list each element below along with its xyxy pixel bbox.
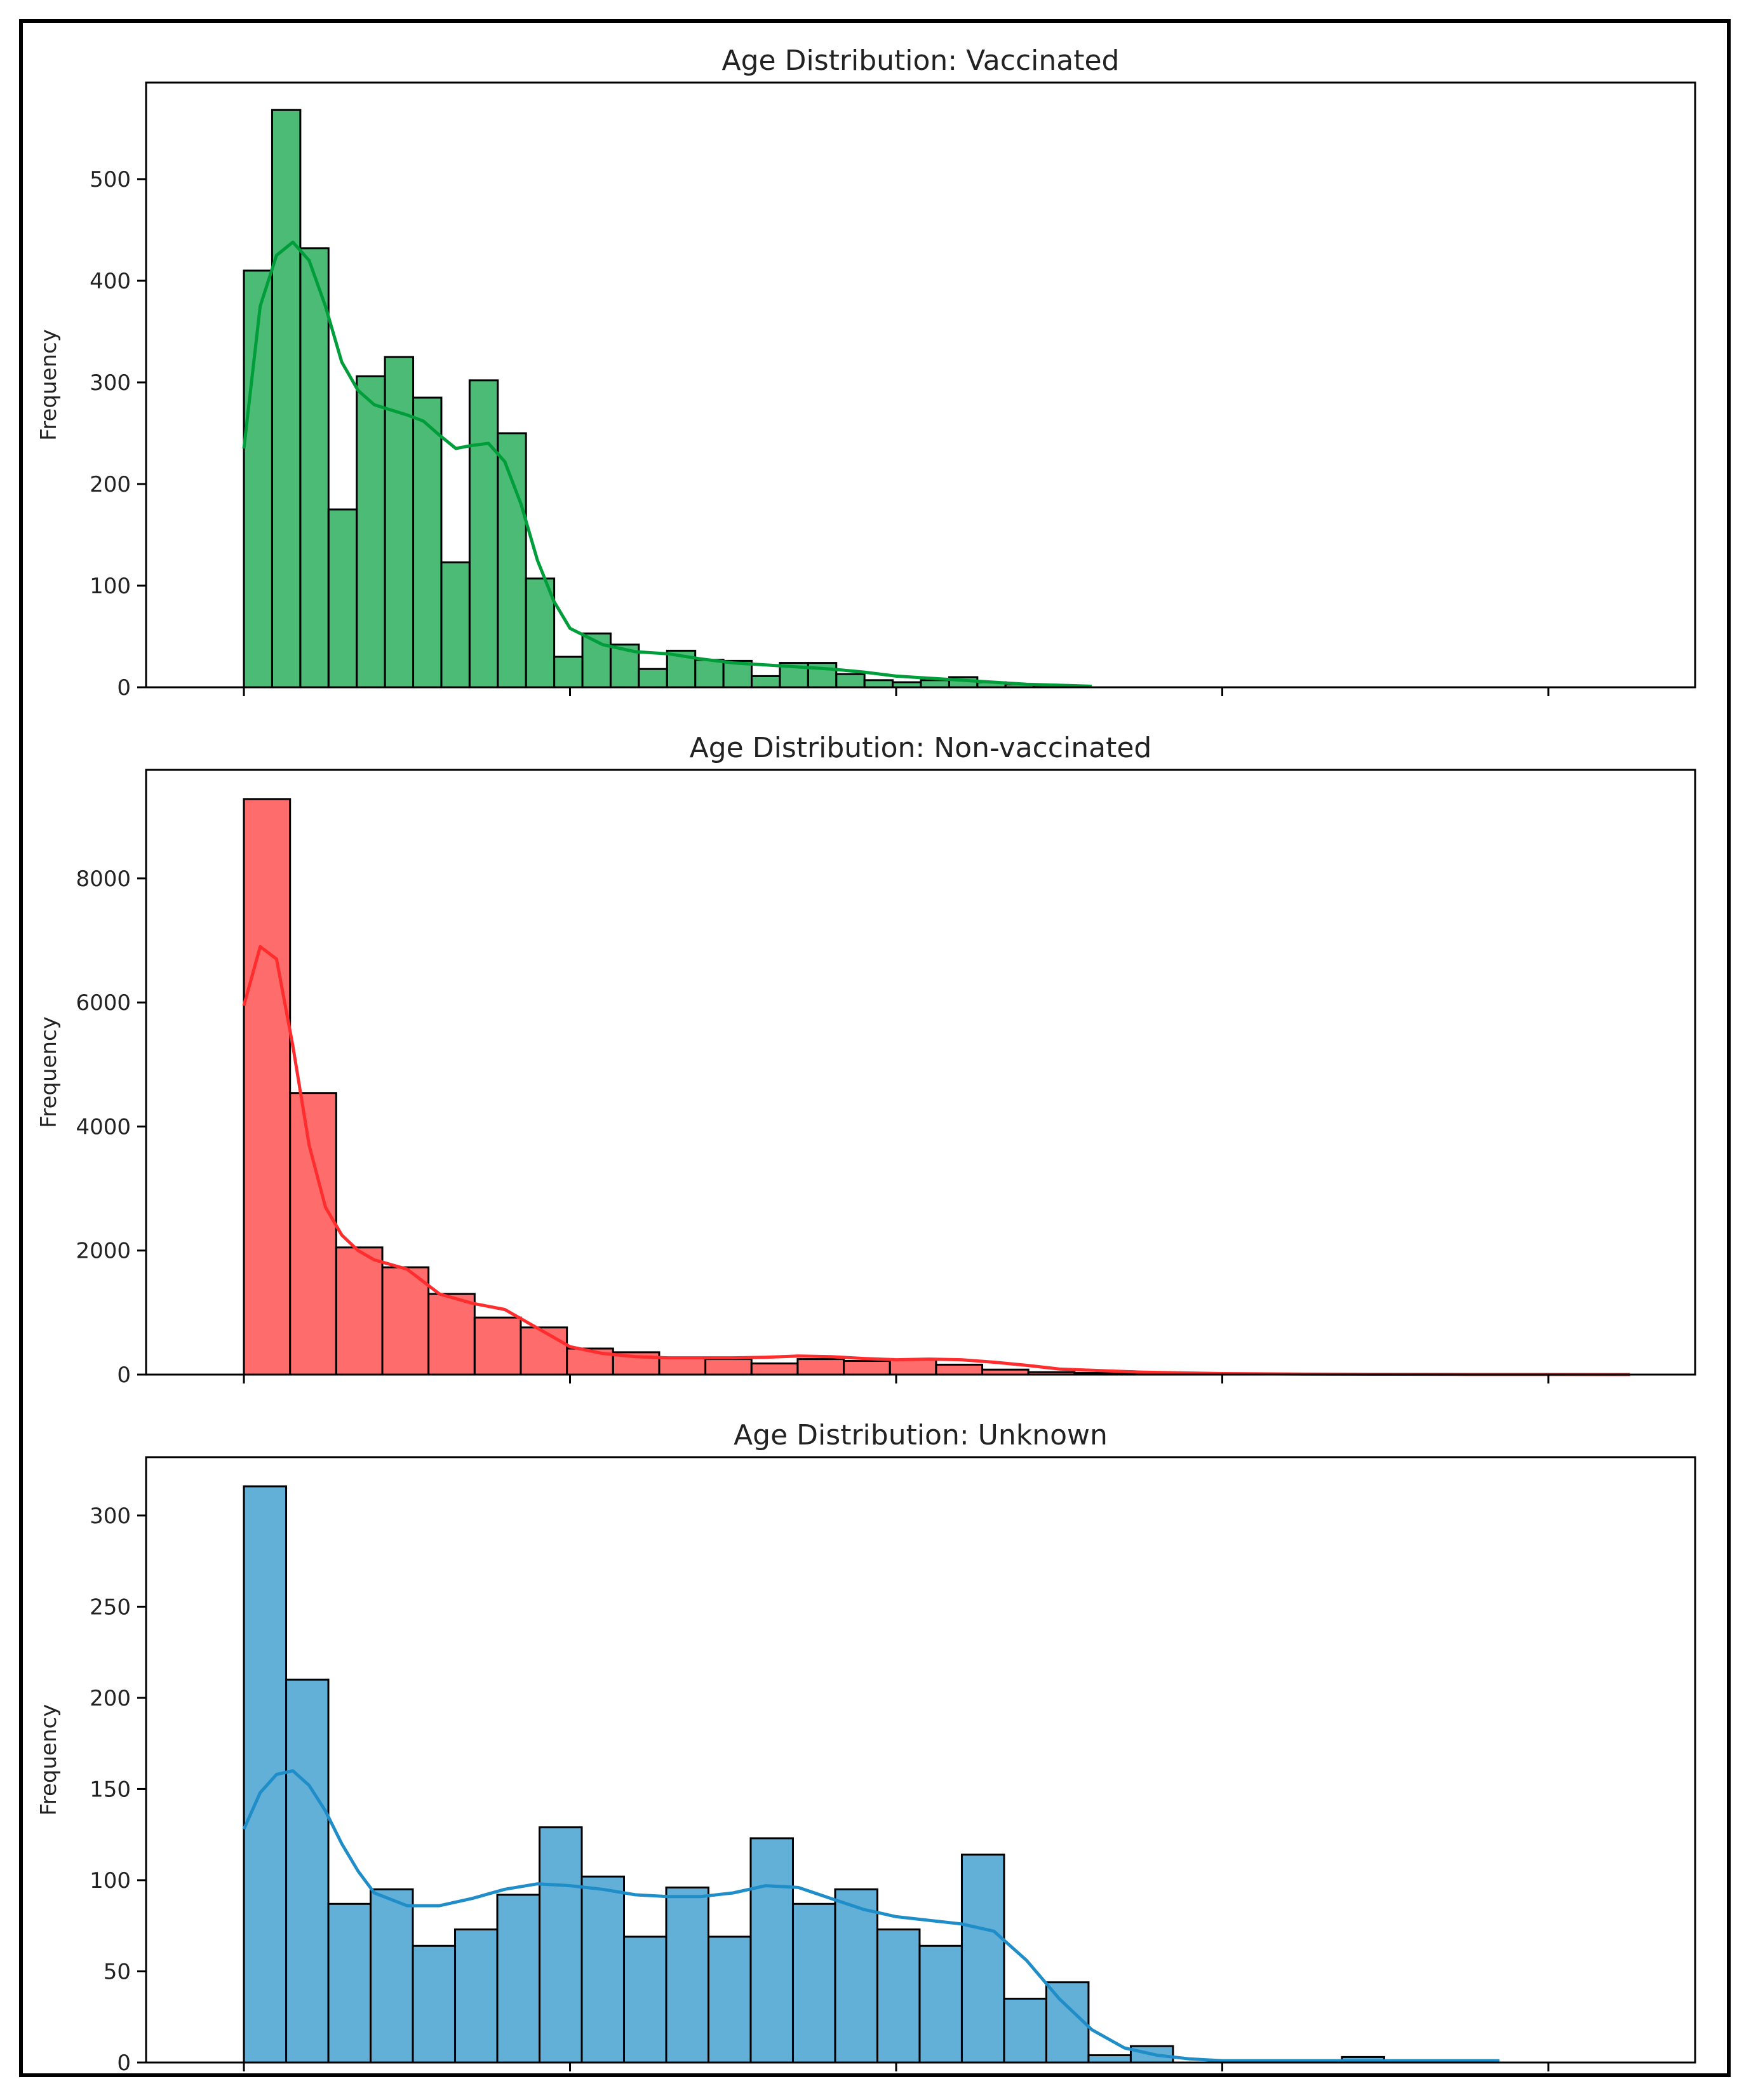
y-tick-label: 400	[90, 269, 131, 294]
histogram-bar	[289, 1092, 337, 1376]
histogram-bar	[960, 1854, 1005, 2064]
histogram-bar	[271, 109, 302, 689]
histogram-bar	[440, 561, 471, 689]
histogram-bar	[520, 1326, 568, 1376]
y-tick-label: 4000	[76, 1114, 131, 1140]
y-axis-label: Frequency	[36, 1704, 62, 1816]
y-axis-label: Frequency	[36, 1016, 62, 1128]
histogram-bar	[381, 1266, 430, 1376]
y-tick-label: 100	[90, 1868, 131, 1894]
histogram-bar	[427, 1293, 476, 1376]
histogram-bar	[553, 656, 584, 689]
axes-frame	[145, 1456, 1696, 2064]
histogram-bar	[935, 1363, 984, 1376]
histogram-bar	[496, 1894, 541, 2064]
y-tick-label: 8000	[76, 866, 131, 892]
histogram-bar	[384, 356, 415, 689]
axes-frame	[145, 769, 1696, 1376]
bars	[243, 798, 1630, 1376]
histogram-bar	[454, 1928, 499, 2064]
histogram-bar	[622, 1935, 668, 2064]
y-tick-label: 300	[90, 1504, 131, 1529]
histogram-bar	[835, 673, 866, 689]
histogram-bar	[243, 269, 273, 689]
histogram-bar	[356, 375, 386, 689]
histogram-bar	[539, 1826, 583, 2064]
y-tick-label: 0	[117, 2050, 131, 2073]
histogram-bar	[889, 1359, 937, 1376]
histogram-bar	[834, 1888, 878, 2064]
figure-frame: Age Distribution: Vaccinated 0 100 200 300 40…	[19, 19, 1731, 2077]
histogram-bar	[243, 798, 292, 1376]
y-tick-label: 150	[90, 1777, 131, 1802]
y-tick-label: 0	[117, 675, 131, 701]
histogram-bar	[750, 1362, 799, 1376]
histogram-bar	[920, 679, 950, 689]
histogram-bar	[580, 1875, 625, 2064]
panel-0: Age Distribution: Vaccinated 0 100 200 300 40…	[36, 44, 1696, 701]
histogram-bar	[843, 1360, 891, 1376]
chart-title: Age Distribution: Non-vaccinated	[690, 732, 1152, 764]
y-tick-label: 200	[90, 472, 131, 497]
y-axis-label: Frequency	[36, 329, 62, 441]
y-tick-label: 200	[90, 1686, 131, 1711]
histogram-bar	[876, 1928, 921, 2064]
panel-1: Age Distribution: Non-vaccinated 0 2000 400…	[36, 732, 1696, 1388]
y-tick-label: 500	[90, 167, 131, 192]
histogram-bar	[918, 1944, 963, 2064]
y-tick-label: 2000	[76, 1239, 131, 1264]
histogram-bar	[497, 432, 527, 689]
histogram-bar	[473, 1316, 522, 1376]
histogram-bar	[468, 379, 499, 689]
histogram-bar	[796, 1358, 845, 1376]
histogram-bar	[751, 675, 781, 689]
histogram-bar	[412, 396, 443, 689]
histogram-bar	[299, 247, 330, 689]
histogram-bar	[335, 1246, 384, 1376]
axes-frame	[145, 81, 1696, 689]
y-tick-label: 100	[90, 574, 131, 599]
y-tick-label: 50	[104, 1959, 131, 1984]
histogram-bar	[665, 1886, 709, 2064]
y-tick-label: 250	[90, 1594, 131, 1620]
histogram-bar	[1087, 2054, 1132, 2064]
histogram-bar	[370, 1888, 414, 2064]
histogram-bar	[412, 1944, 457, 2064]
panel-2: Age Distribution: Unknown 0 50 100 150 200 250…	[36, 1419, 1696, 2073]
histogram-bar	[327, 1902, 372, 2064]
histogram-bar	[707, 1935, 752, 2064]
bars	[243, 109, 1092, 689]
histogram-bar	[791, 1902, 836, 2064]
histogram-bar	[694, 659, 725, 689]
histogram-bar	[704, 1358, 753, 1376]
y-tick-label: 0	[117, 1363, 131, 1388]
chart-title: Age Distribution: Unknown	[734, 1419, 1108, 1451]
kde-line	[242, 945, 1630, 1376]
histogram-bar	[749, 1837, 794, 2064]
y-tick-label: 300	[90, 370, 131, 396]
figure: Age Distribution: Vaccinated 0 100 200 300 40…	[36, 44, 1696, 2073]
histogram-bar	[285, 1678, 330, 2064]
histogram-bar	[1003, 1998, 1047, 2064]
histogram-bar	[638, 668, 668, 689]
kde-line	[242, 240, 1092, 688]
bars	[243, 1485, 1385, 2064]
histogram-bar	[658, 1357, 707, 1376]
histogram-bar	[327, 508, 358, 689]
histogram-bar	[863, 679, 894, 689]
kde-line	[242, 1769, 1499, 2063]
chart-title: Age Distribution: Vaccinated	[722, 44, 1120, 77]
y-tick-label: 6000	[76, 990, 131, 1016]
